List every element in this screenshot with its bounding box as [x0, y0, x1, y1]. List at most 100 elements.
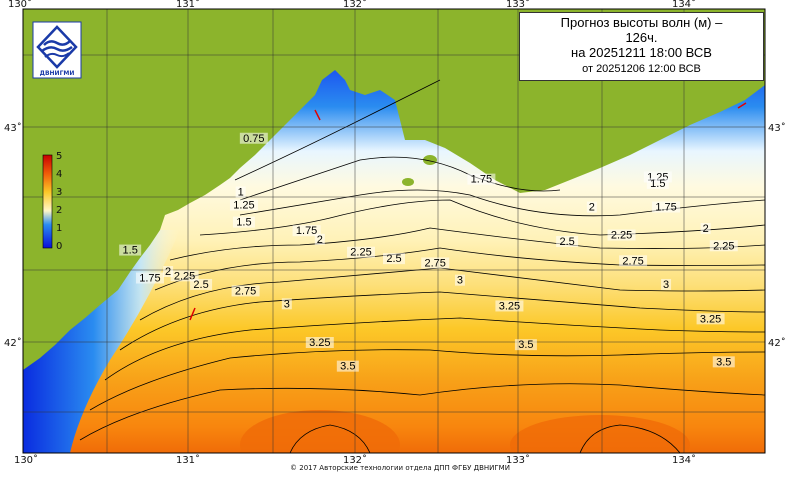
longitude-axis-top: 130˚ 131˚ 132˚ 133˚ 134˚	[8, 0, 696, 10]
contour-label: 2.75	[619, 255, 648, 267]
contour-label-bg	[229, 199, 258, 211]
contour-label: 2.25	[347, 246, 376, 259]
lon-label: 134˚	[672, 454, 696, 466]
colorbar-tick: 1	[56, 223, 62, 234]
contour-label-bg	[235, 186, 246, 198]
copyright-footer: © 2017 Авторские технологии отдела ДПП Ф…	[290, 464, 510, 472]
contour-label-bg	[652, 201, 681, 213]
contour-label-text: 2.25	[174, 270, 195, 282]
lon-label: 132˚	[343, 454, 367, 466]
contour-label-bg	[700, 223, 711, 235]
contour-label: 0.75	[239, 132, 268, 145]
colorbar-tick: 5	[56, 151, 62, 162]
lat-label: 43˚	[4, 122, 22, 134]
contour-label-bg	[170, 270, 199, 282]
contour-label-bg	[281, 298, 292, 310]
contour-label-text: 1.75	[139, 273, 160, 285]
contour-label-bg	[454, 274, 465, 286]
contour-label: 2.5	[190, 278, 213, 291]
contour-label-bg	[135, 272, 164, 284]
contour-label: 1.25	[229, 199, 258, 211]
contour-label-text: 2.5	[559, 236, 574, 248]
south-max-area-east	[510, 415, 690, 453]
contour-label-text: 1.75	[296, 225, 317, 237]
contour-label-bg	[421, 257, 450, 269]
contour-label-bg	[314, 233, 325, 245]
lat-label: 42˚	[768, 337, 786, 349]
contour-label-bg	[556, 235, 579, 247]
contour-label-text: 2	[589, 202, 595, 214]
contour-label: 2.75	[421, 257, 450, 269]
contour-label-text: 1.25	[233, 199, 254, 211]
contour-label-bg	[347, 246, 376, 258]
title-line-3: на 20251211 18:00 ВСВ	[571, 45, 712, 60]
contour-label-bg	[190, 278, 213, 290]
contour-label: 3.25	[305, 337, 334, 349]
land-mainland	[23, 9, 765, 370]
contour-label-bg	[586, 201, 597, 213]
colorbar: 5 4 3 2 1 0	[42, 151, 62, 252]
dvnigmi-logo: ДВНИГМИ	[32, 21, 82, 79]
contour-label: 3.5	[712, 356, 735, 368]
longitude-axis-bottom: 130˚ 131˚ 132˚ 133˚ 134˚	[14, 454, 696, 466]
contour-label-text: 1	[238, 187, 244, 199]
contour-label-bg	[336, 360, 359, 372]
contour-label-bg	[619, 255, 648, 267]
contour-label-bg	[163, 266, 174, 278]
contour-label: 1.75	[292, 225, 321, 237]
contour-label-bg	[712, 356, 735, 368]
contour-label: 2.75	[231, 285, 260, 297]
contour-label: 2	[163, 266, 174, 278]
contour-label-text: 1.75	[471, 174, 492, 186]
contour-label-bg	[467, 173, 496, 185]
contour-label-text: 3.25	[499, 300, 520, 312]
contour-label-text: 1.5	[650, 178, 665, 190]
contour-label: 3	[661, 278, 672, 291]
lon-label: 134˚	[672, 0, 696, 10]
contour-label-text: 2.25	[611, 230, 632, 242]
title-line-1: Прогноз высоты волн (м) –	[560, 15, 723, 30]
contour-label: 1	[235, 186, 246, 199]
contour-label: 1.5	[232, 216, 255, 229]
contour-label-bg	[305, 337, 334, 348]
colorbar-tick: 2	[56, 205, 62, 216]
contour-label-text: 1.5	[123, 245, 138, 257]
contour-label: 1.5	[119, 244, 142, 257]
contour-label-text: 2	[703, 223, 709, 235]
contour-label: 2	[314, 233, 325, 246]
contour-label-bg	[696, 313, 725, 325]
contour-label: 3.25	[696, 313, 725, 325]
contour-label-bg	[643, 171, 672, 183]
contour-label-bg	[232, 216, 255, 228]
lon-label: 131˚	[176, 454, 200, 466]
island	[402, 178, 414, 186]
contour-label: 2.25	[607, 229, 636, 242]
contour-label: 2	[700, 223, 711, 235]
red-marker	[737, 102, 747, 109]
contour-label: 3.5	[514, 339, 537, 351]
contour-label-text: 1.5	[236, 217, 251, 229]
contour-label: 1.75	[467, 173, 496, 186]
contour-label-text: 2.5	[193, 279, 208, 291]
lon-label: 131˚	[176, 0, 200, 10]
contour-label: 2.5	[556, 235, 579, 248]
lon-label: 133˚	[506, 454, 530, 466]
contour-label: 3	[454, 274, 465, 287]
contour-label: 2.5	[383, 253, 405, 265]
red-marker	[314, 109, 321, 121]
lon-label: 130˚	[14, 454, 38, 466]
colorbar-tick: 3	[56, 187, 62, 198]
contour-label-text: 2.75	[622, 255, 643, 267]
lat-label: 42˚	[4, 337, 22, 349]
contour-label-bg	[292, 225, 321, 237]
contour-label: 2	[586, 201, 597, 214]
contour-label-bg	[119, 244, 142, 256]
contour-label-text: 3.5	[716, 356, 731, 368]
lon-label: 130˚	[8, 0, 32, 10]
contour-label-text: 3	[457, 275, 463, 287]
contour-label-text: 2	[317, 234, 323, 246]
contour-label: 1.5	[646, 177, 669, 190]
title-line-4: от 20251206 12:00 ВСВ	[582, 63, 701, 75]
map-frame	[22, 8, 766, 454]
